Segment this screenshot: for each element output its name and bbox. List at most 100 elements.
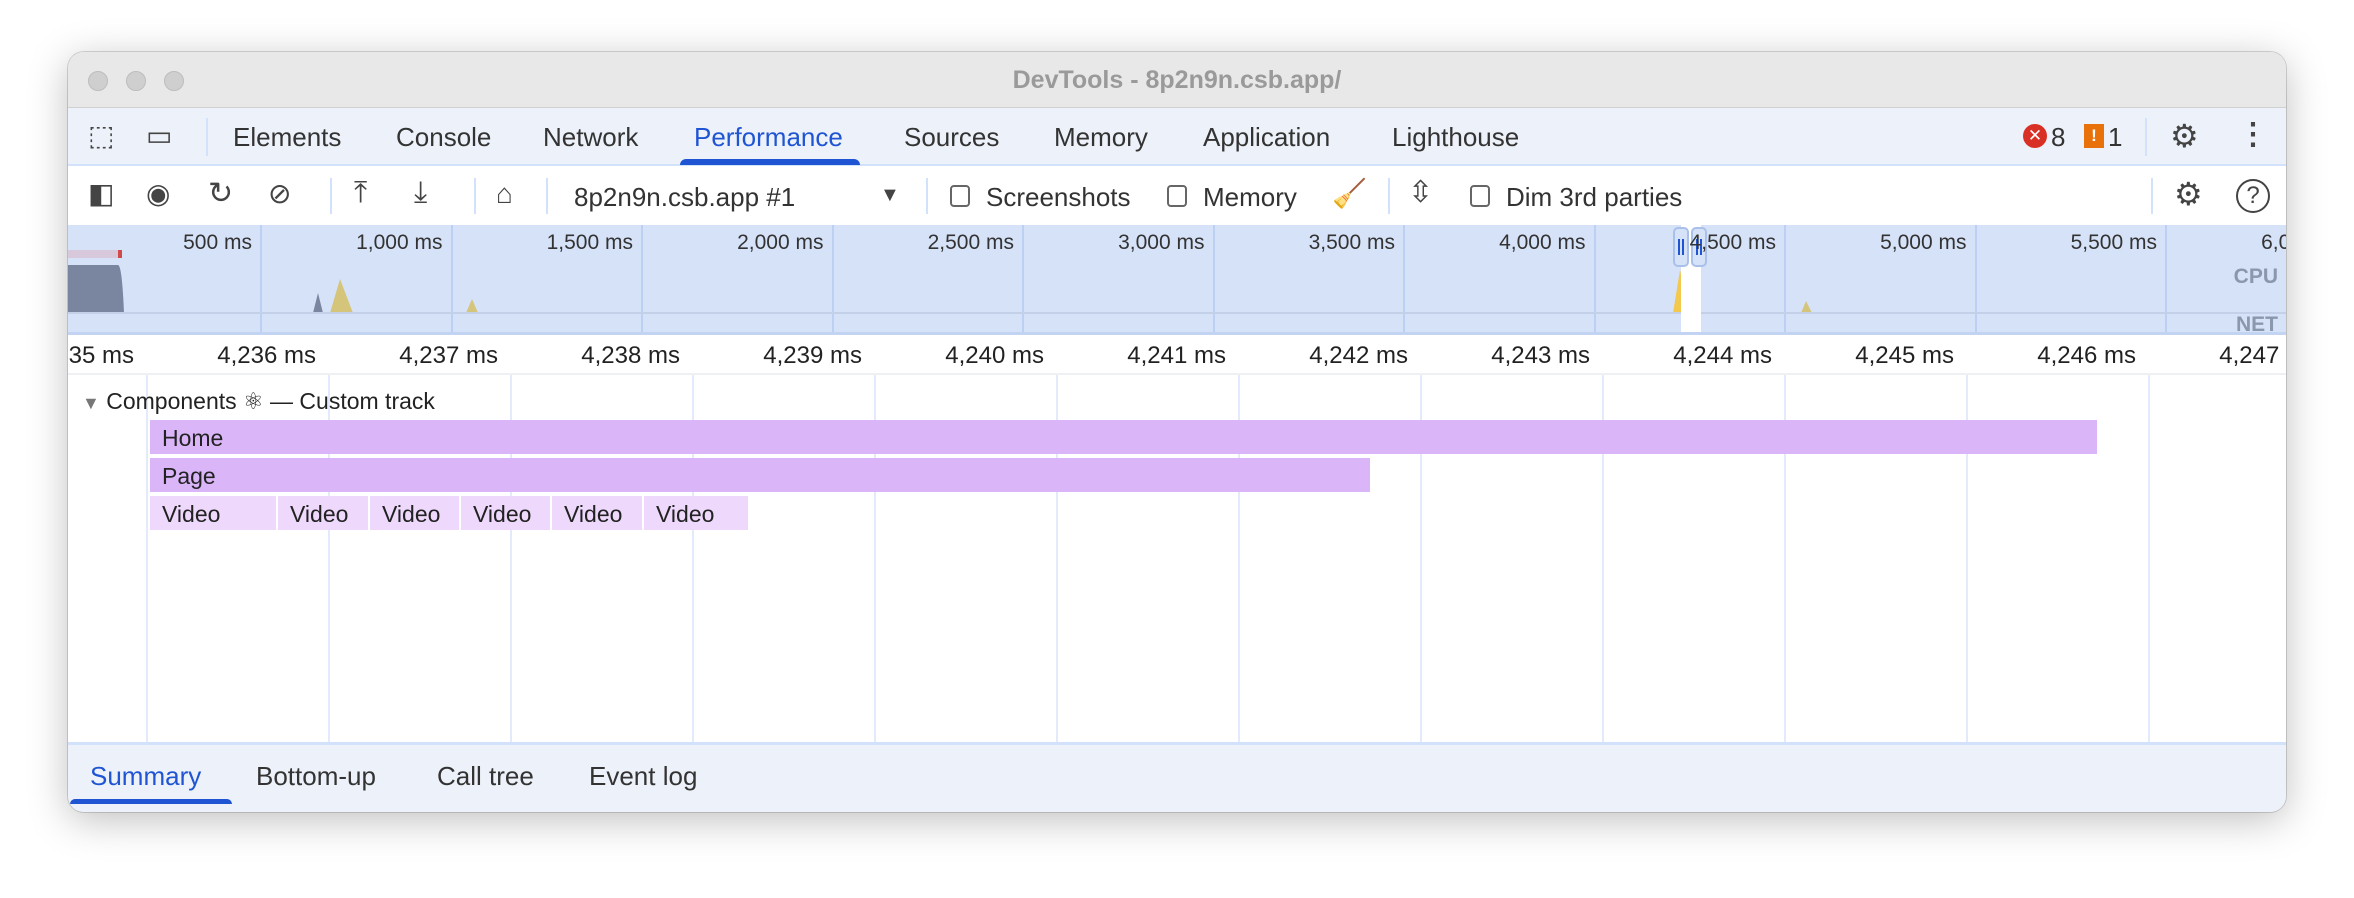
net-label: NET xyxy=(2236,313,2278,335)
ruler-tick-label: 4,244 ms xyxy=(1673,342,1772,369)
garbage-collect-broom-icon[interactable]: 🧹 xyxy=(1332,178,1367,209)
zoom-window-button[interactable] xyxy=(164,71,184,91)
flame-bar-home[interactable]: Home xyxy=(150,420,2097,454)
details-tabbar: Summary Bottom-up Call tree Event log xyxy=(68,742,2286,812)
memory-checkbox[interactable] xyxy=(1167,185,1187,207)
divider xyxy=(2145,118,2147,156)
overview-gridline xyxy=(2165,225,2167,332)
ruler-tick-label: 4,236 ms xyxy=(217,342,316,369)
overview-gridline xyxy=(1212,225,1215,332)
overview-gridline xyxy=(1784,225,1786,332)
timeline-gridline xyxy=(2148,375,2150,795)
flame-bar-video[interactable]: Video xyxy=(644,496,748,530)
cpu-scripting-area xyxy=(68,265,124,313)
overview-tick-label: 2,000 ms xyxy=(737,231,824,254)
reload-record-icon[interactable]: ↻ xyxy=(208,177,234,210)
collapse-tracks-icon[interactable]: ⇳ xyxy=(1408,176,1434,209)
warning-icon[interactable]: ! xyxy=(2084,124,2104,148)
selection-right-handle[interactable] xyxy=(1691,227,1707,267)
tab-network[interactable]: Network xyxy=(543,122,639,152)
tab-console[interactable]: Console xyxy=(396,122,492,152)
divider xyxy=(2151,178,2153,214)
home-icon[interactable]: ⌂ xyxy=(496,178,513,209)
overview-gridline xyxy=(1403,225,1405,332)
overview-tick-label: 5,500 ms xyxy=(2070,231,2157,254)
tab-application[interactable]: Application xyxy=(1203,122,1331,152)
help-icon[interactable]: ? xyxy=(2236,179,2270,213)
capture-settings-gear-icon[interactable]: ⚙ xyxy=(2174,176,2203,212)
flame-bar-video[interactable]: Video xyxy=(370,496,459,530)
overview-tick-label: 3,000 ms xyxy=(1118,231,1205,254)
tab-memory[interactable]: Memory xyxy=(1054,122,1148,152)
upload-icon[interactable]: ⤒ xyxy=(354,176,368,209)
selection-left-handle[interactable] xyxy=(1673,227,1689,267)
ruler-tick-label: 4,241 ms xyxy=(1127,342,1226,369)
recording-select[interactable]: 8p2n9n.csb.app #1 xyxy=(574,182,796,212)
timeline-gridline xyxy=(510,375,512,795)
overview-tick-label: 2,500 ms xyxy=(927,231,1014,254)
screenshots-checkbox[interactable] xyxy=(950,185,970,207)
active-tab-indicator xyxy=(70,799,232,804)
minimize-window-button[interactable] xyxy=(126,71,146,91)
custom-track-header[interactable]: ▼ Components ⚛ — Custom track xyxy=(82,388,435,415)
network-request-bar xyxy=(68,250,120,258)
divider xyxy=(330,178,332,214)
timeline-gridline xyxy=(1602,375,1604,795)
title-bar: DevTools - 8p2n9n.csb.app/ xyxy=(68,52,2286,108)
toggle-sidebar-icon[interactable]: ◧ xyxy=(88,178,115,209)
tab-event-log[interactable]: Event log xyxy=(589,761,698,791)
download-icon[interactable]: ⤓ xyxy=(414,176,428,209)
warning-count[interactable]: 1 xyxy=(2108,122,2123,152)
dim-3rd-parties-checkbox[interactable] xyxy=(1470,185,1490,207)
more-options-icon[interactable]: ⋮ xyxy=(2238,118,2268,151)
timeline-gridline xyxy=(1056,375,1058,795)
timeline-overview[interactable]: CPU NET 500 ms 1,000 ms 1,500 ms 2,000 ms 2,… xyxy=(68,225,2286,335)
panel-tabbar: ⬚ ▭ Elements Console Network Performance… xyxy=(68,108,2286,166)
overview-tick-label: 3,500 ms xyxy=(1308,231,1395,254)
track-title: Components ⚛ — Custom track xyxy=(106,388,435,414)
dim-3rd-parties-label: Dim 3rd parties xyxy=(1506,182,1683,212)
divider xyxy=(546,178,548,214)
error-icon[interactable]: ✕ xyxy=(2023,124,2047,148)
inspect-element-icon[interactable]: ⬚ xyxy=(88,120,115,151)
tab-lighthouse[interactable]: Lighthouse xyxy=(1392,122,1520,152)
overview-tick-label: 1,500 ms xyxy=(546,231,633,254)
overview-tick-label: 5,000 ms xyxy=(1880,231,1967,254)
tab-performance[interactable]: Performance xyxy=(694,122,843,152)
devtools-window: DevTools - 8p2n9n.csb.app/ ⬚ ▭ Elements … xyxy=(68,52,2286,812)
device-toolbar-icon[interactable]: ▭ xyxy=(146,120,173,151)
tab-summary[interactable]: Summary xyxy=(90,761,202,791)
ruler-tick-label: 4,243 ms xyxy=(1491,342,1590,369)
overview-tick-label: 4,000 ms xyxy=(1499,231,1586,254)
ruler-tick-label: 4,235 ms xyxy=(68,342,134,369)
time-ruler: 4,235 ms 4,236 ms 4,237 ms 4,238 ms 4,239 ms… xyxy=(68,335,2286,375)
ruler-tick-label: 4,239 ms xyxy=(763,342,862,369)
tab-elements[interactable]: Elements xyxy=(233,122,342,152)
collapse-triangle-icon[interactable]: ▼ xyxy=(82,393,100,413)
flame-bar-video[interactable]: Video xyxy=(150,496,276,530)
clear-icon[interactable]: ⊘ xyxy=(268,178,292,209)
memory-label: Memory xyxy=(1203,182,1297,212)
chevron-down-icon[interactable]: ▼ xyxy=(880,184,900,206)
overview-tick-label: 6,000 ms xyxy=(2261,231,2286,254)
ruler-tick-label: 4,246 ms xyxy=(2037,342,2136,369)
tab-call-tree[interactable]: Call tree xyxy=(437,761,534,791)
settings-gear-icon[interactable]: ⚙ xyxy=(2170,118,2199,154)
overview-gridline xyxy=(1593,225,1596,332)
overview-tick-label: 1,000 ms xyxy=(356,231,443,254)
overview-gridline xyxy=(1974,225,1977,332)
error-count[interactable]: 8 xyxy=(2051,122,2066,152)
close-window-button[interactable] xyxy=(88,71,108,91)
flame-bar-video[interactable]: Video xyxy=(278,496,368,530)
record-icon[interactable]: ◉ xyxy=(146,178,171,209)
flame-bar-page[interactable]: Page xyxy=(150,458,1370,492)
tab-sources[interactable]: Sources xyxy=(904,122,1000,152)
overview-gridline xyxy=(831,225,834,332)
timeline-gridline xyxy=(1238,375,1240,795)
ruler-tick-label: 4,237 ms xyxy=(399,342,498,369)
flame-bar-video[interactable]: Video xyxy=(552,496,642,530)
tab-bottom-up[interactable]: Bottom-up xyxy=(256,761,376,791)
screenshots-label: Screenshots xyxy=(986,182,1131,212)
timeline-gridline xyxy=(874,375,876,795)
flame-bar-video[interactable]: Video xyxy=(461,496,550,530)
